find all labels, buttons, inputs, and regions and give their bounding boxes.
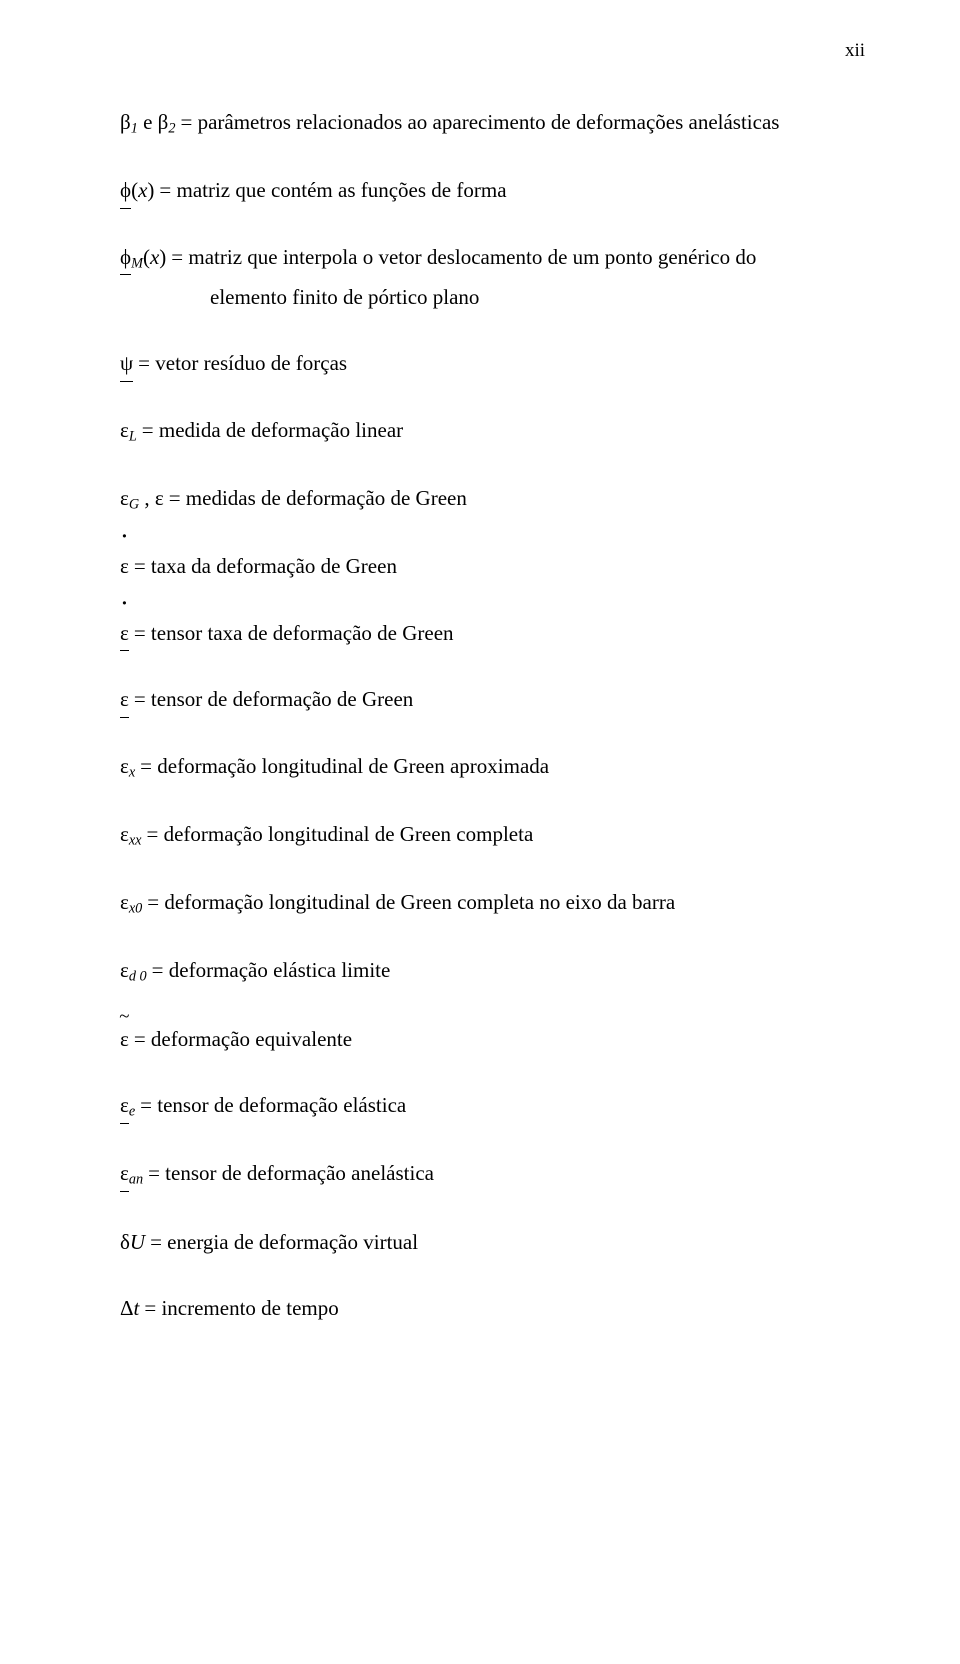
definition-row: ε = tensor taxa de deformação de Green <box>120 618 865 648</box>
definition-symbol: εan <box>120 1158 143 1190</box>
definition-row: ε = deformação equivalente <box>120 1024 865 1054</box>
definition-description: = medida de deformação linear <box>137 415 403 445</box>
definition-symbol: β1 e β2 <box>120 107 175 139</box>
definition-symbol: εx <box>120 751 135 783</box>
definition-symbol: ε <box>120 618 129 648</box>
definition-symbol: ε <box>120 1024 129 1054</box>
definition-row: εan = tensor de deformação anelástica <box>120 1158 865 1190</box>
definition-symbol: εd 0 <box>120 955 147 987</box>
definition-symbol: ψ <box>120 348 133 378</box>
definition-description: = deformação elástica limite <box>147 955 391 985</box>
definition-description: = tensor de deformação anelástica <box>143 1158 434 1188</box>
definition-description: = medidas de deformação de Green <box>164 483 467 513</box>
definition-description: = vetor resíduo de forças <box>133 348 347 378</box>
definition-symbol: εx0 <box>120 887 142 919</box>
definition-description: = deformação longitudinal de Green compl… <box>142 887 675 917</box>
definition-description: = incremento de tempo <box>139 1293 338 1323</box>
definition-symbol: ϕ(x) <box>120 175 154 205</box>
definition-description: = taxa da deformação de Green <box>129 551 397 581</box>
definition-symbol: εL <box>120 415 137 447</box>
definition-symbol: ϕM(x) <box>120 242 166 274</box>
definition-symbol: Δt <box>120 1293 139 1323</box>
definition-description: = deformação longitudinal de Green compl… <box>142 819 534 849</box>
definition-description: = matriz que contém as funções de forma <box>154 175 506 205</box>
definitions-list: β1 e β2 = parâmetros relacionados ao apa… <box>120 107 865 1324</box>
definition-row: εx0 = deformação longitudinal de Green c… <box>120 887 865 919</box>
definition-description: = tensor de deformação elástica <box>135 1090 406 1120</box>
definition-description: = energia de deformação virtual <box>145 1227 418 1257</box>
page: xii β1 e β2 = parâmetros relacionados ao… <box>0 0 960 1664</box>
definition-row: ϕ(x) = matriz que contém as funções de f… <box>120 175 865 205</box>
definition-row: εd 0 = deformação elástica limite <box>120 955 865 987</box>
definition-row: εxx = deformação longitudinal de Green c… <box>120 819 865 851</box>
definition-row: ψ = vetor resíduo de forças <box>120 348 865 378</box>
definition-symbol: ε <box>120 684 129 714</box>
definition-row: ε = tensor de deformação de Green <box>120 684 865 714</box>
definition-symbol: εxx <box>120 819 142 851</box>
definition-row: β1 e β2 = parâmetros relacionados ao apa… <box>120 107 865 139</box>
definition-row: δU = energia de deformação virtual <box>120 1227 865 1257</box>
definition-continuation: elemento finito de pórtico plano <box>120 282 865 312</box>
definition-description: = tensor de deformação de Green <box>129 684 413 714</box>
definition-row: εL = medida de deformação linear <box>120 415 865 447</box>
definition-symbol: ε <box>120 551 129 581</box>
definition-description: = matriz que interpola o vetor deslocame… <box>166 242 756 272</box>
definition-symbol: εe <box>120 1090 135 1122</box>
definition-description: = deformação longitudinal de Green aprox… <box>135 751 549 781</box>
definition-description: = parâmetros relacionados ao apareciment… <box>175 107 779 137</box>
definition-row: εe = tensor de deformação elástica <box>120 1090 865 1122</box>
definition-symbol: εG , ε <box>120 483 164 515</box>
definition-description: = tensor taxa de deformação de Green <box>129 618 454 648</box>
definition-description: = deformação equivalente <box>129 1024 352 1054</box>
definition-symbol: δU <box>120 1227 145 1257</box>
definition-row: ϕM(x) = matriz que interpola o vetor des… <box>120 242 865 274</box>
definition-row: Δt = incremento de tempo <box>120 1293 865 1323</box>
definition-row: εG , ε = medidas de deformação de Green <box>120 483 865 515</box>
definition-row: εx = deformação longitudinal de Green ap… <box>120 751 865 783</box>
page-number: xii <box>845 40 865 62</box>
definition-row: ε = taxa da deformação de Green <box>120 551 865 581</box>
